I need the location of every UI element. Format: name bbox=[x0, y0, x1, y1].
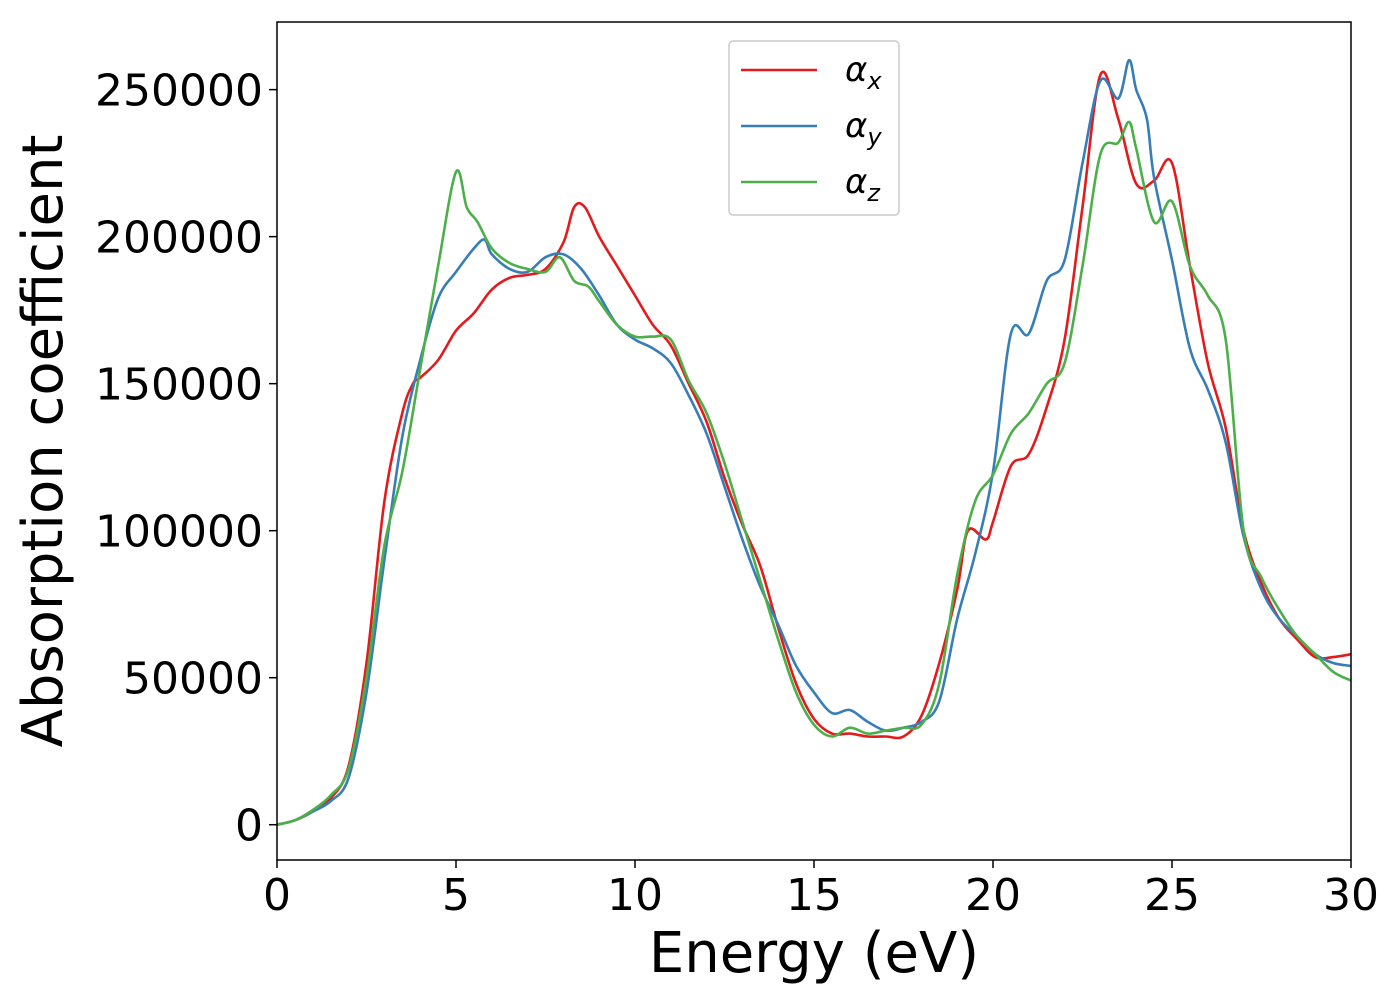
x-tick-label: 25 bbox=[1144, 870, 1200, 921]
x-tick-label: 5 bbox=[442, 870, 470, 921]
y-tick-label: 100000 bbox=[95, 507, 263, 558]
y-axis-ticks: 0 50000 100000 150000 200000 250000 bbox=[95, 66, 277, 852]
y-tick-label: 150000 bbox=[95, 360, 263, 411]
series-lines bbox=[277, 58, 1351, 826]
series-line-z bbox=[277, 120, 1351, 826]
legend-label: αz bbox=[845, 162, 881, 207]
x-tick-label: 15 bbox=[786, 870, 842, 921]
legend-label: αx bbox=[845, 50, 882, 95]
y-tick-label: 0 bbox=[235, 801, 263, 852]
x-tick-label: 30 bbox=[1323, 870, 1379, 921]
x-axis-title: Energy (eV) bbox=[649, 921, 979, 986]
x-tick-label: 0 bbox=[263, 870, 291, 921]
legend-item-y: αy bbox=[741, 106, 882, 151]
legend: αx αy αz bbox=[728, 40, 900, 216]
legend-item-x: αx bbox=[741, 50, 882, 95]
legend-item-z: αz bbox=[741, 162, 881, 207]
y-tick-label: 200000 bbox=[95, 213, 263, 264]
legend-box bbox=[728, 40, 900, 216]
y-axis-title: Absorption coefficient bbox=[11, 135, 76, 748]
x-tick-label: 10 bbox=[607, 870, 663, 921]
y-tick-label: 250000 bbox=[95, 66, 263, 117]
legend-items: αx αy αz bbox=[741, 50, 882, 207]
y-tick-label: 50000 bbox=[123, 654, 263, 705]
legend-label: αy bbox=[845, 106, 882, 151]
x-tick-label: 20 bbox=[965, 870, 1021, 921]
x-axis-ticks: 0 5 10 15 20 25 30 bbox=[263, 860, 1379, 921]
series-line-x bbox=[277, 70, 1351, 826]
